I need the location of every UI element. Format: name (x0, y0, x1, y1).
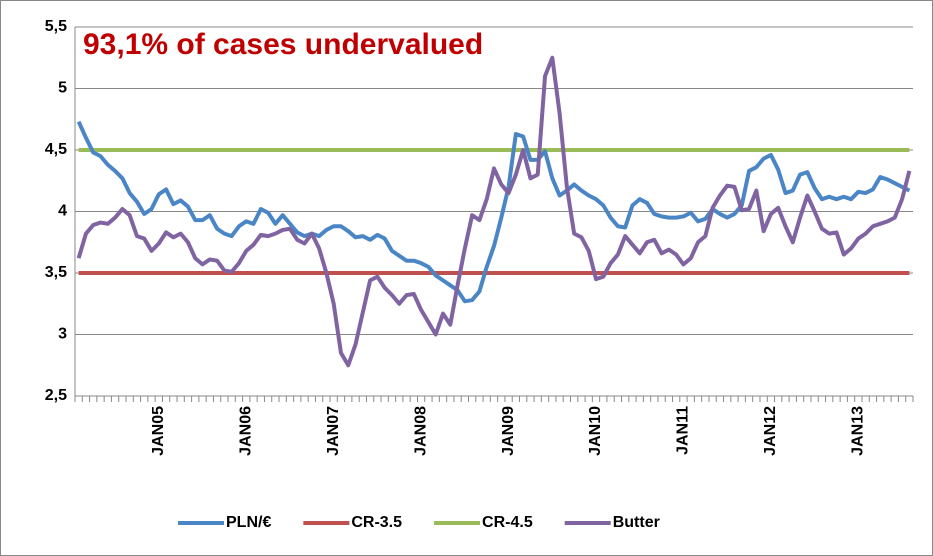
y-tick-label: 4,5 (45, 141, 67, 158)
data-line (76, 55, 912, 368)
y-tick-label: 3 (58, 326, 67, 343)
x-tick-label: JAN11 (675, 406, 692, 455)
y-tick-label: 5,5 (45, 18, 67, 35)
y-tick-label: 2,5 (45, 387, 67, 404)
legend-label: Butter (613, 514, 660, 531)
y-tick-label: 3,5 (45, 264, 67, 281)
chart-title: 93,1% of cases undervalued (83, 28, 483, 61)
y-tick-label: 5 (58, 80, 67, 97)
data-line (76, 120, 911, 304)
x-tick-label: JAN12 (762, 406, 779, 456)
y-tick-label: 4 (58, 203, 67, 220)
x-tick-label: JAN09 (500, 406, 517, 456)
grid: 2,5 3 3,5 4 4,5 5 5,5 JAN05 JAN06 JAN07 JAN08 JAN09… (45, 18, 914, 456)
x-tick-label: JAN10 (587, 406, 604, 456)
x-tick-label: JAN13 (850, 406, 867, 456)
x-tick-label: JAN06 (237, 406, 254, 456)
x-tick-label: JAN08 (412, 406, 429, 456)
legend-label: PLN/€ (226, 514, 271, 531)
plot (76, 55, 912, 368)
legend: PLN/€ CR-3.5 CR-4.5 Butter (178, 514, 660, 531)
x-tick-label: JAN05 (150, 406, 167, 456)
x-tick-label: JAN07 (325, 406, 342, 456)
legend-label: CR-4.5 (482, 514, 533, 531)
legend-label: CR-3.5 (351, 514, 402, 531)
